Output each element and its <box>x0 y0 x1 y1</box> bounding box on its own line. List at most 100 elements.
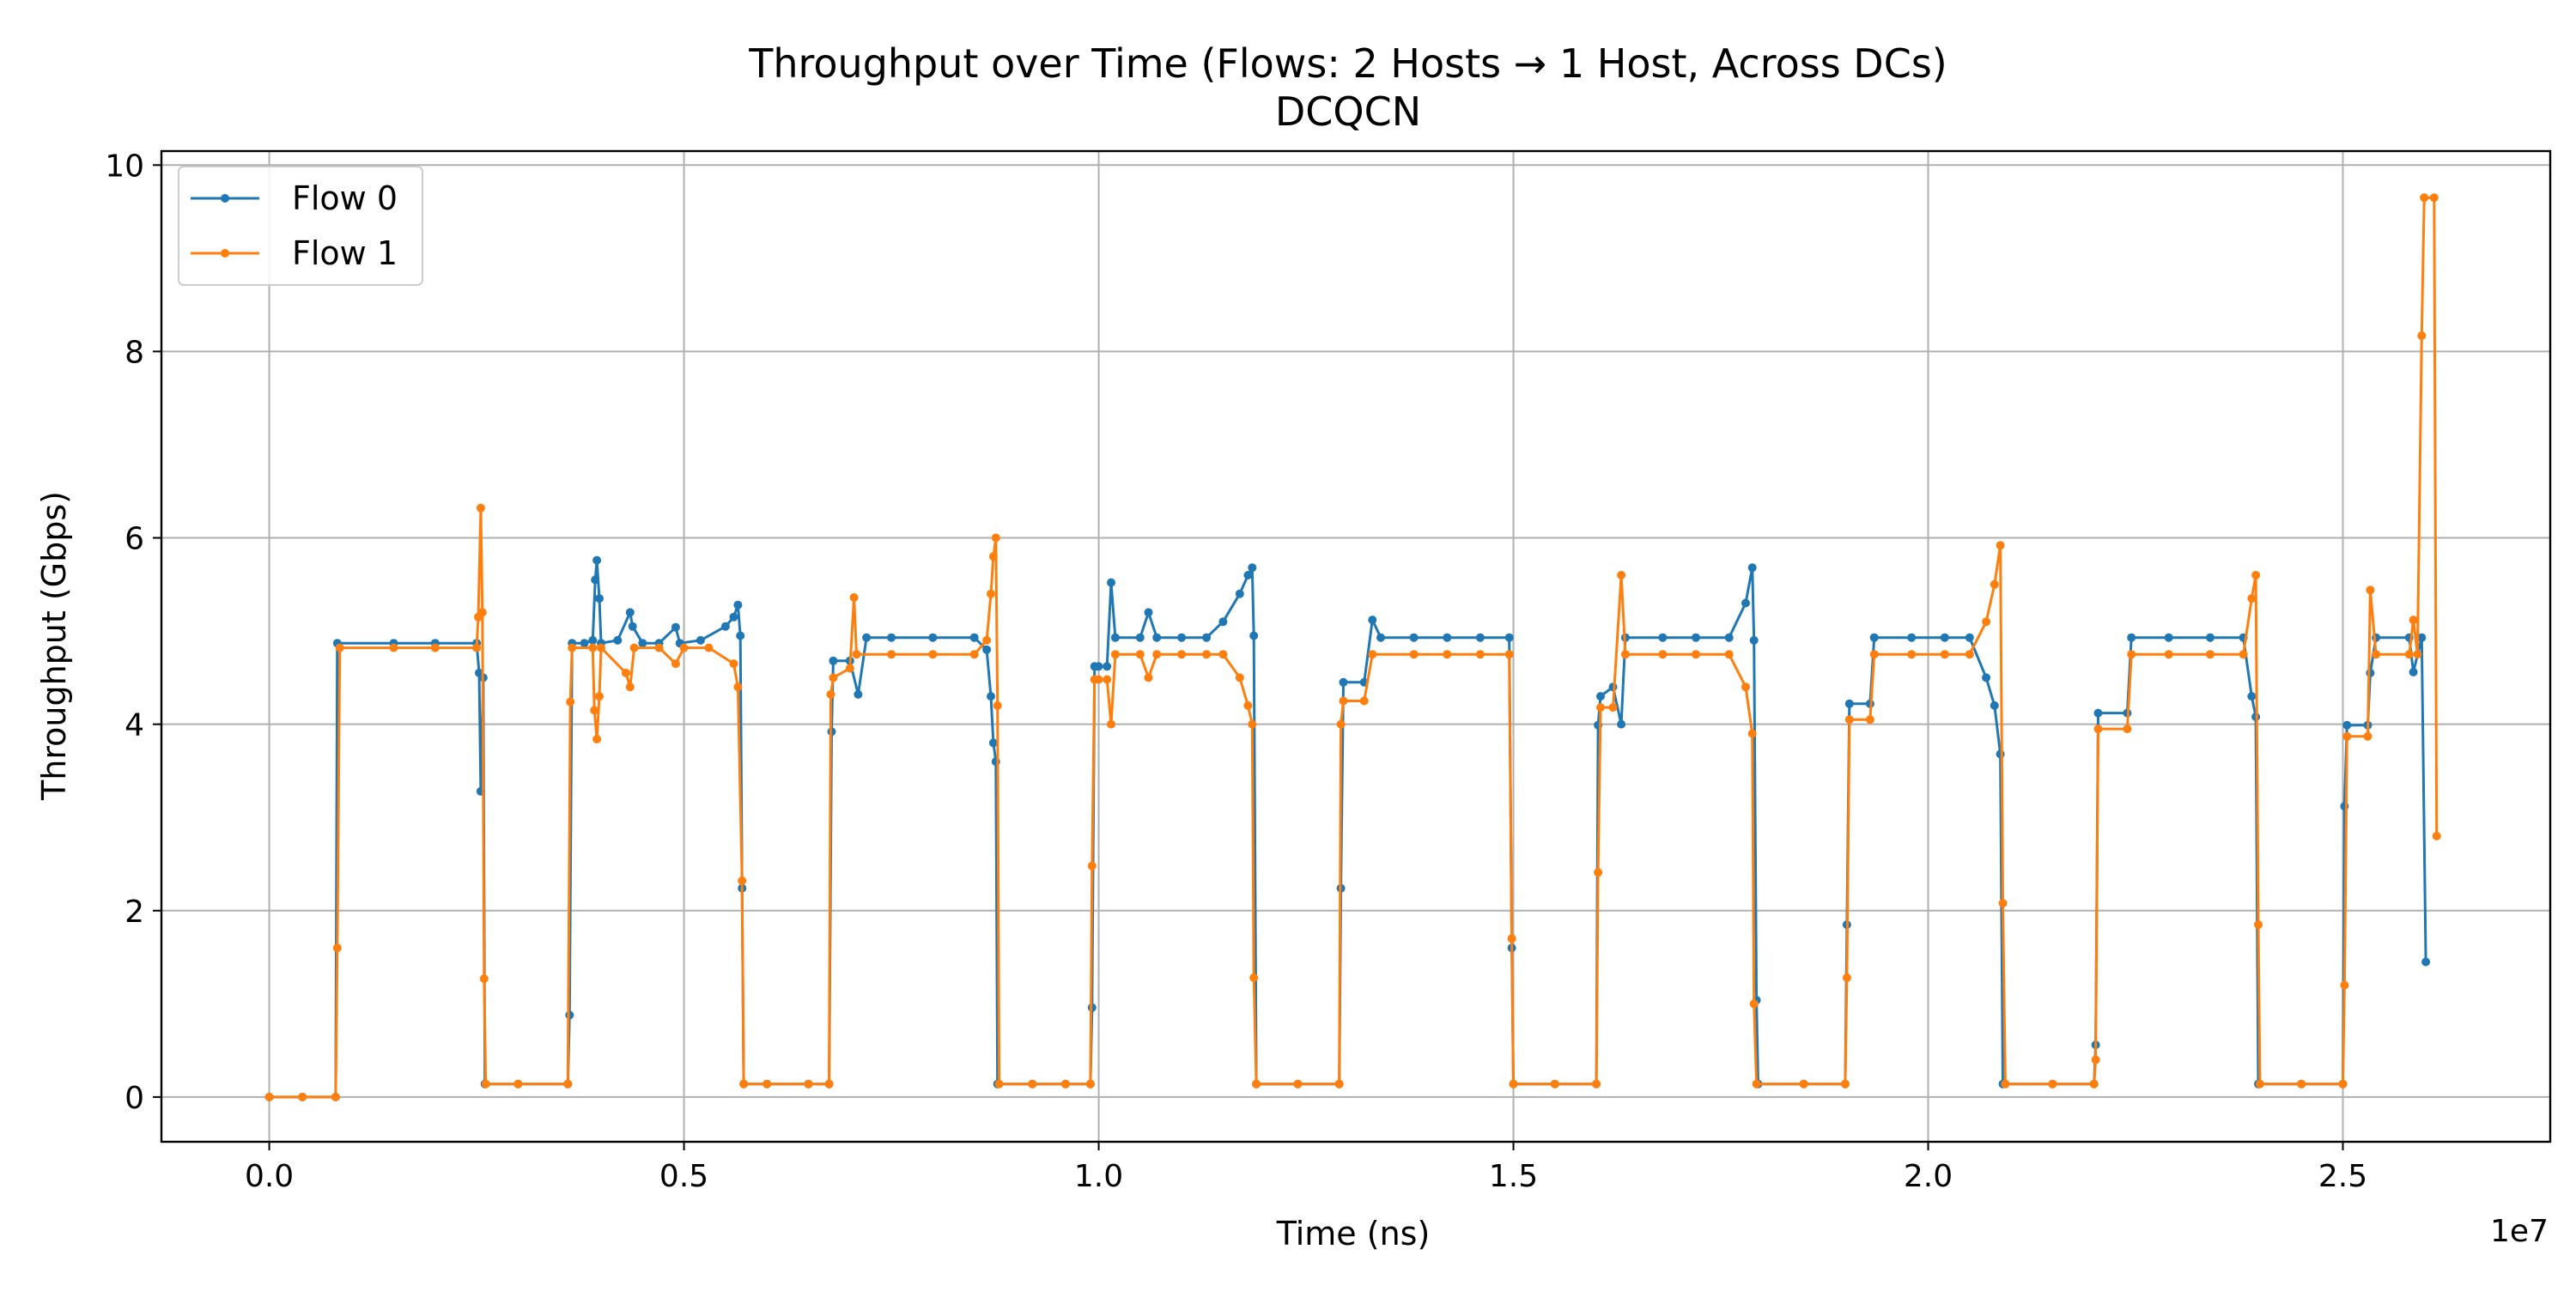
data-point <box>1940 650 1949 659</box>
data-point <box>628 622 637 631</box>
data-point <box>1620 650 1630 659</box>
data-point <box>2409 616 2418 625</box>
data-point <box>2048 1079 2057 1089</box>
data-point <box>887 633 896 642</box>
data-point <box>472 643 482 652</box>
x-axis-offset-label: 1e7 <box>2490 1214 2549 1249</box>
data-point <box>1110 650 1120 659</box>
data-point <box>2164 633 2173 642</box>
legend-box <box>178 166 423 286</box>
data-point <box>1509 1079 1518 1089</box>
data-point <box>1235 673 1244 682</box>
data-point <box>804 1079 813 1089</box>
data-point <box>566 697 575 707</box>
data-point <box>479 974 489 983</box>
data-point <box>1749 635 1759 645</box>
data-point <box>621 668 630 677</box>
data-point <box>1248 719 1257 729</box>
data-point <box>1110 633 1120 642</box>
x-tick-label: 2.5 <box>2318 1159 2367 1194</box>
data-point <box>1475 650 1485 659</box>
data-point <box>1334 1079 1344 1089</box>
data-point <box>2413 650 2422 659</box>
data-point <box>1409 650 1419 659</box>
data-point <box>1368 616 1377 625</box>
data-point <box>852 650 861 659</box>
data-point <box>994 1079 1004 1089</box>
data-point <box>1504 633 1514 642</box>
data-point <box>563 1079 573 1089</box>
data-point <box>1475 633 1485 642</box>
data-point <box>2338 1079 2348 1089</box>
y-tick-label: 0 <box>125 1081 144 1116</box>
data-point <box>928 650 938 659</box>
data-point <box>2404 650 2414 659</box>
data-point <box>476 503 485 513</box>
data-point <box>1249 631 1259 640</box>
x-tick-label: 0.0 <box>245 1159 294 1194</box>
data-point <box>1592 1079 1601 1089</box>
legend-label-flow-0: Flow 0 <box>292 179 398 217</box>
legend-label-flow-1: Flow 1 <box>292 234 398 272</box>
data-point <box>1869 650 1879 659</box>
data-point <box>1085 1079 1095 1089</box>
data-point <box>1747 563 1757 573</box>
data-point <box>1359 696 1369 706</box>
data-point <box>1507 934 1516 943</box>
data-point <box>1177 633 1187 642</box>
data-point <box>2206 633 2215 642</box>
data-point <box>969 633 979 642</box>
data-point <box>987 692 995 701</box>
data-point <box>1990 579 1999 589</box>
data-point <box>1028 1079 1037 1089</box>
data-point <box>1741 598 1750 608</box>
data-point <box>2429 193 2439 203</box>
data-point <box>654 643 664 652</box>
data-point <box>1504 650 1514 659</box>
data-point <box>2417 331 2427 340</box>
data-point <box>2247 594 2257 604</box>
data-point <box>1135 633 1145 642</box>
data-point <box>2254 920 2263 930</box>
data-point <box>2432 831 2441 840</box>
data-point <box>1235 589 1244 598</box>
data-point <box>1094 675 1103 684</box>
data-point <box>1202 633 1212 642</box>
data-point <box>595 594 604 604</box>
data-point <box>1103 675 1112 684</box>
data-point <box>1087 861 1097 870</box>
data-point <box>671 622 680 632</box>
data-point <box>1550 1079 1559 1089</box>
plot-frame <box>160 149 2552 1143</box>
data-point <box>1844 715 1854 725</box>
data-point <box>1144 608 1153 617</box>
data-point <box>1692 650 1700 659</box>
x-tick-label: 1.0 <box>1074 1159 1123 1194</box>
data-point <box>849 593 859 602</box>
data-point <box>2255 1079 2264 1089</box>
data-point <box>2409 667 2418 676</box>
data-point <box>1152 650 1162 659</box>
data-point <box>1144 673 1153 682</box>
x-tick-label: 0.5 <box>659 1159 708 1194</box>
axis-ticks: 0.0 0.5 1.0 1.5 2.0 2.5 0 2 4 6 8 10 <box>105 149 2367 1194</box>
data-point <box>592 555 602 565</box>
data-point <box>430 643 440 652</box>
data-point <box>2420 193 2429 203</box>
legend-marker-flow-1 <box>221 249 229 258</box>
data-point <box>1799 1079 1808 1089</box>
data-point <box>2342 720 2352 730</box>
data-point <box>987 589 995 598</box>
data-point <box>1869 633 1879 642</box>
data-point <box>729 659 738 669</box>
data-point <box>588 643 598 652</box>
data-point <box>568 643 577 652</box>
data-point <box>1218 650 1228 659</box>
data-point <box>1998 899 2008 908</box>
data-point <box>824 1079 834 1089</box>
data-point <box>733 600 743 610</box>
data-point <box>1752 1079 1761 1089</box>
data-point <box>1865 715 1874 725</box>
data-point <box>991 533 1000 543</box>
data-point <box>2127 650 2136 659</box>
